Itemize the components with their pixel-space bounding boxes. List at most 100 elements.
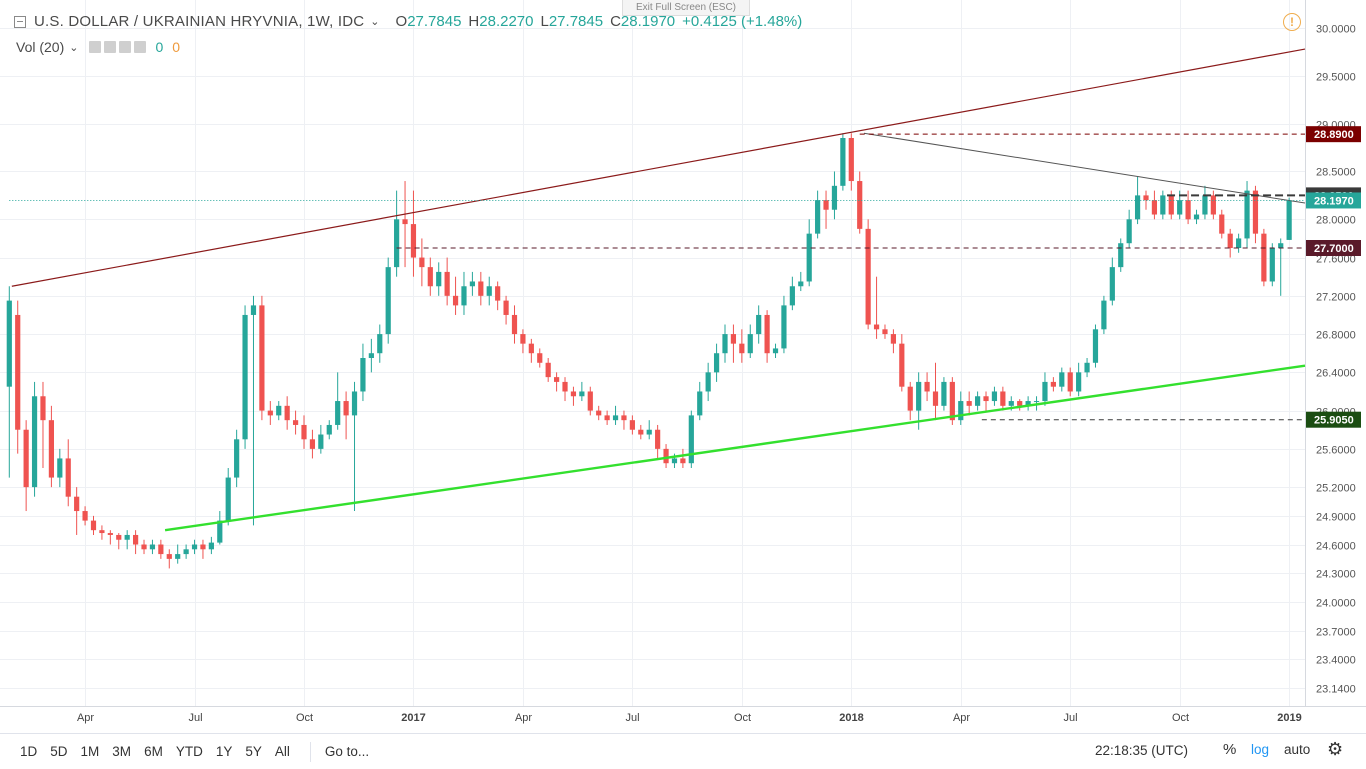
candle-up	[234, 429, 240, 488]
warning-icon[interactable]: !	[1283, 13, 1301, 31]
auto-toggle[interactable]: auto	[1284, 742, 1311, 757]
candle-down	[511, 305, 518, 344]
candle-body	[242, 314, 248, 440]
candle-body	[217, 520, 223, 543]
candle-down	[983, 391, 989, 411]
range-5y[interactable]: 5Y	[245, 744, 262, 759]
candle-body	[335, 401, 341, 425]
y-tick-label: 28.0000	[1316, 215, 1356, 227]
candle-down	[520, 329, 526, 354]
candle-body	[848, 138, 854, 182]
bottom-toolbar: 1D 5D 1M 3M 6M YTD 1Y 5Y All Go to... 22…	[0, 733, 1366, 769]
close-icon[interactable]	[134, 41, 147, 53]
candle-body	[107, 533, 113, 535]
candle-down	[259, 295, 265, 421]
y-tick-label: 24.6000	[1316, 541, 1356, 553]
candle-body	[688, 415, 694, 464]
range-ytd[interactable]: YTD	[175, 744, 203, 759]
x-tick-label: Oct	[1172, 712, 1189, 724]
candle-down	[528, 338, 534, 363]
candle-body	[461, 286, 467, 306]
candle-body	[730, 334, 737, 344]
candle-down	[596, 405, 602, 421]
candle-down	[65, 439, 71, 507]
candle-up	[1278, 238, 1284, 296]
range-1d[interactable]: 1D	[20, 744, 38, 759]
candle-up	[326, 420, 332, 440]
candle-body	[596, 410, 602, 416]
candle-body	[1244, 190, 1250, 239]
range-1m[interactable]: 1M	[80, 744, 100, 759]
close-value: 28.1970	[620, 13, 676, 30]
log-toggle[interactable]: log	[1251, 742, 1270, 757]
candle-body	[1050, 381, 1056, 387]
high-key: H	[468, 13, 480, 30]
candle-up	[646, 420, 652, 440]
volume-chevron-icon[interactable]: ⌄	[69, 41, 79, 54]
x-tick-label: Oct	[296, 712, 313, 724]
candle-up	[756, 305, 762, 344]
candle-up	[612, 405, 619, 425]
candle-down	[1227, 228, 1233, 258]
eye-icon[interactable]	[89, 41, 102, 53]
candle-up	[1244, 181, 1250, 248]
candle-body	[427, 267, 433, 287]
candle-body	[739, 343, 745, 354]
candle-body	[1084, 362, 1090, 373]
candle-down	[857, 171, 863, 234]
candle-body	[343, 401, 349, 416]
candle-body	[1227, 233, 1233, 248]
range-1y[interactable]: 1Y	[215, 744, 233, 759]
candle-down	[638, 424, 644, 440]
candle-down	[1210, 190, 1216, 220]
price-axis[interactable]: 30.000029.500029.000028.500028.000027.60…	[1306, 24, 1361, 696]
candle-body	[528, 343, 534, 354]
candle-down	[495, 281, 501, 311]
candle-body	[646, 429, 652, 435]
candle-up	[486, 276, 492, 306]
candle-down	[343, 391, 349, 440]
candle-down	[907, 381, 913, 421]
price-label-bg	[1306, 411, 1361, 428]
collapse-icon[interactable]	[14, 15, 26, 28]
move-icon[interactable]	[119, 41, 132, 53]
y-tick-label: 27.2000	[1316, 292, 1356, 304]
candle-body	[882, 329, 888, 335]
range-all[interactable]: All	[274, 744, 290, 759]
candle-down	[764, 310, 770, 363]
volume-label[interactable]: Vol (20)	[16, 39, 65, 55]
gear-icon[interactable]: ⚙	[1327, 739, 1344, 759]
range-3m[interactable]: 3M	[112, 744, 132, 759]
candle-body	[1269, 248, 1275, 282]
range-5d[interactable]: 5D	[50, 744, 68, 759]
time-axis[interactable]: Apr Jul Oct 2017 Apr Jul Oct 2018 Apr Jul Oct 2019	[77, 712, 1302, 724]
candle-down	[452, 276, 459, 315]
candle-down	[924, 372, 930, 402]
symbol-title[interactable]: U.S. DOLLAR / UKRAINIAN HRYVNIA, 1W, IDC	[34, 13, 365, 30]
goto-button[interactable]: Go to...	[324, 744, 370, 759]
candle-up	[705, 362, 711, 402]
exit-fullscreen-button[interactable]: Exit Full Screen (ESC)	[622, 0, 750, 16]
utc-clock[interactable]: 22:18:35 (UTC)	[1095, 743, 1189, 758]
open-value: 27.7845	[407, 13, 462, 30]
candle-body	[410, 224, 417, 258]
candle-body	[1168, 195, 1174, 215]
chevron-down-icon[interactable]: ⌄	[370, 16, 380, 28]
chart-legend: U.S. DOLLAR / UKRAINIAN HRYVNIA, 1W, IDC…	[0, 0, 1300, 55]
candle-up	[191, 539, 198, 555]
candle-up	[1059, 367, 1065, 392]
x-tick-label: Jul	[625, 712, 639, 724]
candle-down	[1143, 190, 1149, 210]
candle-body	[141, 544, 147, 550]
x-tick-label: Jul	[1063, 712, 1077, 724]
candle-down	[730, 324, 737, 363]
candle-body	[1025, 401, 1031, 406]
percent-toggle[interactable]: %	[1223, 741, 1237, 758]
candle-body	[1101, 300, 1107, 330]
candle-down	[1000, 386, 1006, 411]
settings-icon[interactable]	[104, 41, 117, 53]
range-6m[interactable]: 6M	[144, 744, 163, 759]
candle-body	[671, 458, 678, 464]
symbol-row: U.S. DOLLAR / UKRAINIAN HRYVNIA, 1W, IDC…	[14, 13, 809, 30]
